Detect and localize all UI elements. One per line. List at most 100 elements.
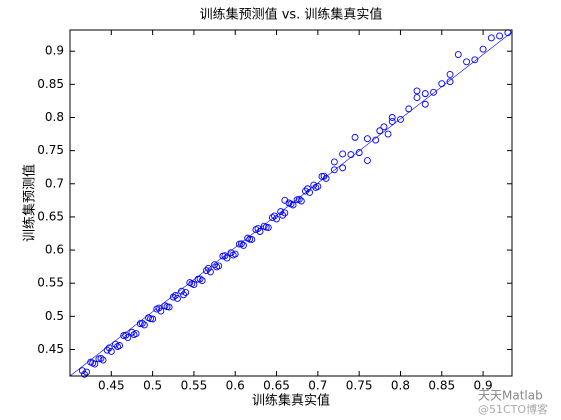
- x-axis-label: 训练集真实值: [252, 393, 330, 409]
- scatter-point: [83, 368, 90, 376]
- y-axis-label: 训练集预测值: [22, 164, 38, 242]
- scatter-point: [81, 370, 88, 378]
- scatter-point: [312, 183, 320, 191]
- scatter-point: [124, 334, 132, 342]
- x-tick-label: 0.65: [263, 379, 290, 393]
- scatter-point: [413, 94, 421, 102]
- y-tick-label: 0.9: [45, 44, 64, 58]
- scatter-point: [198, 277, 206, 285]
- scatter-point: [380, 123, 388, 131]
- scatter-point: [330, 166, 338, 174]
- y-tick-label: 0.7: [45, 176, 64, 190]
- scatter-point: [339, 164, 347, 172]
- y-tick-label: 0.8: [45, 110, 64, 124]
- scatter-point: [188, 280, 196, 287]
- scatter-point: [372, 136, 380, 144]
- scatter-point: [204, 264, 212, 272]
- y-tick-label: 0.6: [45, 243, 64, 257]
- scatter-point: [479, 45, 487, 53]
- x-tick-label: 0.45: [98, 379, 125, 393]
- scatter-point: [304, 185, 311, 193]
- scatter-point: [281, 209, 289, 217]
- scatter-point: [268, 214, 276, 222]
- scatter-point: [405, 105, 413, 113]
- scatter-point: [206, 268, 214, 276]
- scatter-point: [384, 130, 392, 138]
- chart-title: 训练集预测值 vs. 训练集真实值: [200, 7, 383, 23]
- scatter-point: [163, 303, 171, 311]
- scatter-point: [287, 200, 295, 208]
- scatter-point: [107, 348, 115, 355]
- y-tick-label: 0.45: [37, 342, 64, 356]
- scatter-point: [355, 149, 363, 157]
- scatter-point: [339, 150, 347, 158]
- y-tick-label: 0.55: [37, 276, 64, 290]
- scatter-point: [262, 223, 270, 231]
- y-tick-label: 0.65: [37, 209, 64, 223]
- scatter-point: [169, 293, 177, 301]
- scatter-point: [306, 188, 314, 196]
- scatter-point: [281, 196, 289, 204]
- scatter-point: [180, 291, 188, 299]
- scatter-point: [302, 187, 309, 195]
- scatter-point: [240, 241, 247, 249]
- x-tick-label: 0.55: [181, 379, 208, 393]
- watermark: @51CTO博客: [478, 402, 548, 416]
- scatter-point: [78, 367, 86, 375]
- scatter-point: [147, 315, 155, 323]
- scatter-point: [130, 331, 138, 339]
- scatter-point: [347, 151, 355, 159]
- plot-area: [78, 29, 512, 378]
- x-tick-label: 0.5: [143, 379, 162, 393]
- scatter-point: [111, 340, 119, 348]
- scatter-point: [237, 240, 245, 248]
- scatter-point: [89, 359, 97, 367]
- scatter-point: [322, 175, 330, 182]
- scatter-point: [223, 254, 231, 262]
- scatter-point: [221, 252, 229, 260]
- scatter-point: [128, 328, 136, 336]
- watermark: 天天Matlab: [478, 389, 543, 403]
- x-tick-label: 0.75: [346, 379, 373, 393]
- y-tick-label: 0.75: [37, 143, 64, 157]
- scatter-point: [155, 304, 163, 312]
- scatter-point: [496, 32, 504, 40]
- y-tick-label: 0.85: [37, 77, 64, 91]
- scatter-point: [103, 346, 111, 354]
- axes-box: [69, 29, 513, 377]
- scatter-point: [99, 356, 107, 364]
- scatter-point: [320, 172, 328, 180]
- scatter-point: [388, 114, 396, 121]
- scatter-point: [330, 158, 338, 166]
- scatter-point: [229, 251, 237, 259]
- scatter-point: [213, 263, 221, 271]
- reference-line: [69, 31, 513, 377]
- scatter-point: [279, 211, 287, 219]
- scatter-point: [413, 87, 421, 95]
- scatter-point: [105, 344, 113, 352]
- scatter-point: [182, 289, 190, 296]
- x-tick-label: 0.6: [226, 379, 245, 393]
- scatter-point: [297, 197, 305, 205]
- scatter-point: [178, 287, 185, 295]
- x-tick-label: 0.7: [308, 379, 327, 393]
- scatter-point: [295, 195, 303, 203]
- scatter-point: [446, 78, 454, 86]
- scatter-point: [271, 212, 278, 220]
- scatter-point: [363, 135, 371, 143]
- scatter-point: [254, 225, 262, 232]
- scatter-point: [277, 208, 285, 216]
- y-tick-label: 0.5: [45, 309, 64, 323]
- scatter-point: [471, 56, 479, 64]
- scatter-point: [122, 331, 130, 339]
- scatter-point: [388, 118, 396, 125]
- scatter-point: [202, 267, 210, 275]
- scatter-point: [363, 157, 371, 165]
- scatter-point: [114, 343, 121, 350]
- scatter-point: [196, 275, 204, 283]
- scatter-point: [211, 261, 219, 269]
- scatter-point: [463, 58, 471, 66]
- scatter-point: [227, 249, 235, 257]
